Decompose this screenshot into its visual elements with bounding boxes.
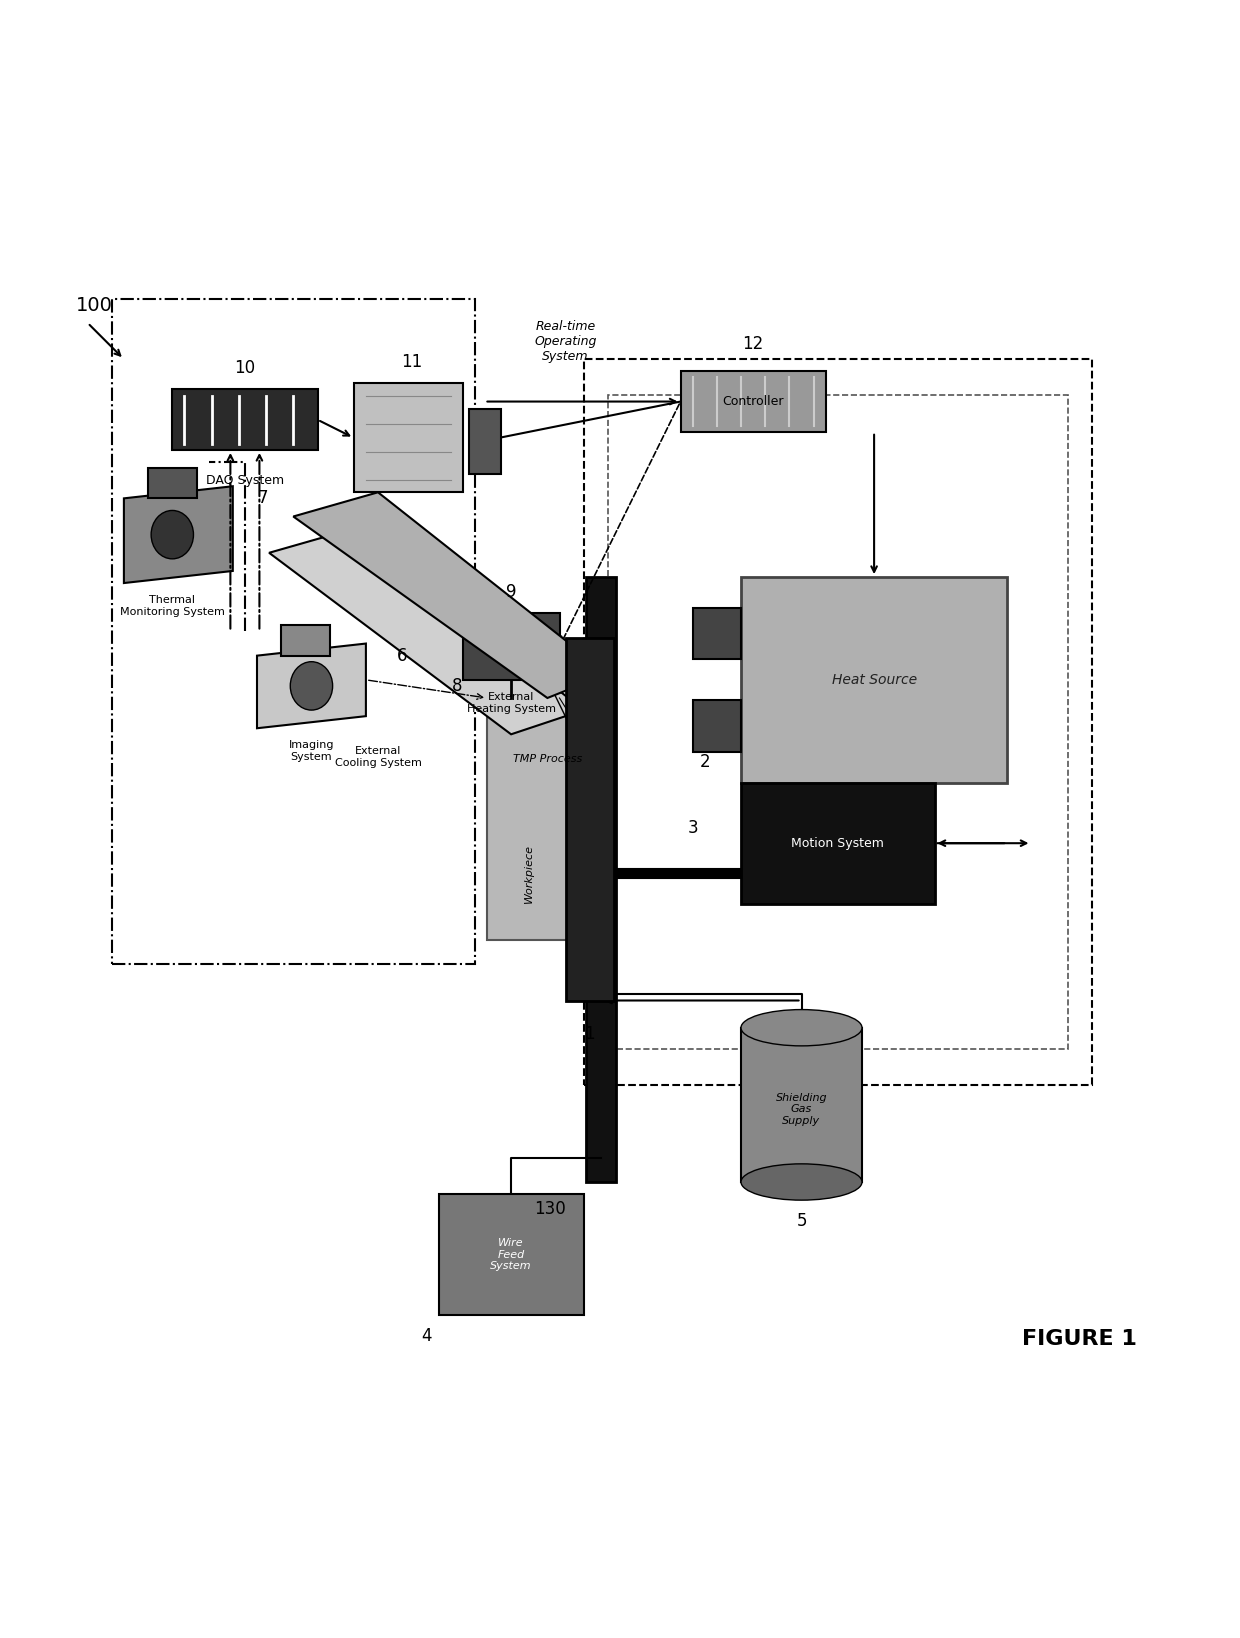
FancyBboxPatch shape xyxy=(681,372,826,432)
Text: Heat Source: Heat Source xyxy=(832,673,916,686)
Bar xyxy=(584,359,1092,1086)
Bar xyxy=(112,298,475,965)
Text: External
Heating System: External Heating System xyxy=(466,691,556,714)
Text: Thermal
Monitoring System: Thermal Monitoring System xyxy=(120,595,224,618)
Text: 2: 2 xyxy=(699,752,711,770)
Ellipse shape xyxy=(290,662,332,711)
FancyBboxPatch shape xyxy=(693,608,742,658)
Polygon shape xyxy=(294,493,608,698)
Polygon shape xyxy=(124,486,233,583)
FancyBboxPatch shape xyxy=(353,383,463,493)
Text: 130: 130 xyxy=(534,1201,565,1219)
Text: 4: 4 xyxy=(422,1327,432,1345)
FancyBboxPatch shape xyxy=(587,577,616,1183)
Text: DAQ System: DAQ System xyxy=(206,473,284,486)
FancyBboxPatch shape xyxy=(742,783,935,904)
Text: Imaging
System: Imaging System xyxy=(289,740,335,762)
Text: 12: 12 xyxy=(743,336,764,354)
Text: Workpiece: Workpiece xyxy=(525,844,534,903)
FancyBboxPatch shape xyxy=(487,698,608,940)
FancyBboxPatch shape xyxy=(565,637,614,1001)
Text: External
Cooling System: External Cooling System xyxy=(335,747,422,768)
Text: 3: 3 xyxy=(687,819,698,837)
Text: Wire
Feed
System: Wire Feed System xyxy=(490,1238,532,1271)
Ellipse shape xyxy=(742,1009,862,1047)
Text: Motion System: Motion System xyxy=(791,837,884,850)
Polygon shape xyxy=(281,626,330,655)
Text: 7: 7 xyxy=(258,490,268,508)
Ellipse shape xyxy=(742,1165,862,1201)
Text: 6: 6 xyxy=(397,647,408,665)
FancyBboxPatch shape xyxy=(693,701,742,752)
Polygon shape xyxy=(148,468,196,498)
Text: 100: 100 xyxy=(76,296,113,314)
FancyBboxPatch shape xyxy=(469,410,501,473)
Text: FIGURE 1: FIGURE 1 xyxy=(1022,1330,1137,1350)
Text: 9: 9 xyxy=(506,583,516,601)
FancyBboxPatch shape xyxy=(172,390,317,450)
FancyBboxPatch shape xyxy=(439,1194,584,1315)
Text: 1: 1 xyxy=(584,1025,595,1043)
Polygon shape xyxy=(269,529,584,734)
FancyBboxPatch shape xyxy=(742,577,1007,783)
Text: Controller: Controller xyxy=(723,395,784,408)
Text: 10: 10 xyxy=(234,359,255,377)
FancyBboxPatch shape xyxy=(463,613,559,680)
Text: 11: 11 xyxy=(402,354,423,372)
FancyBboxPatch shape xyxy=(742,1027,862,1183)
Polygon shape xyxy=(257,644,366,729)
Bar xyxy=(608,395,1068,1048)
Text: Shielding
Gas
Supply: Shielding Gas Supply xyxy=(776,1093,827,1125)
Text: 5: 5 xyxy=(796,1212,807,1230)
Ellipse shape xyxy=(151,511,193,559)
Text: Real-time
Operating
System: Real-time Operating System xyxy=(534,319,596,362)
Text: TMP Process: TMP Process xyxy=(513,753,582,763)
Text: 8: 8 xyxy=(451,676,461,695)
